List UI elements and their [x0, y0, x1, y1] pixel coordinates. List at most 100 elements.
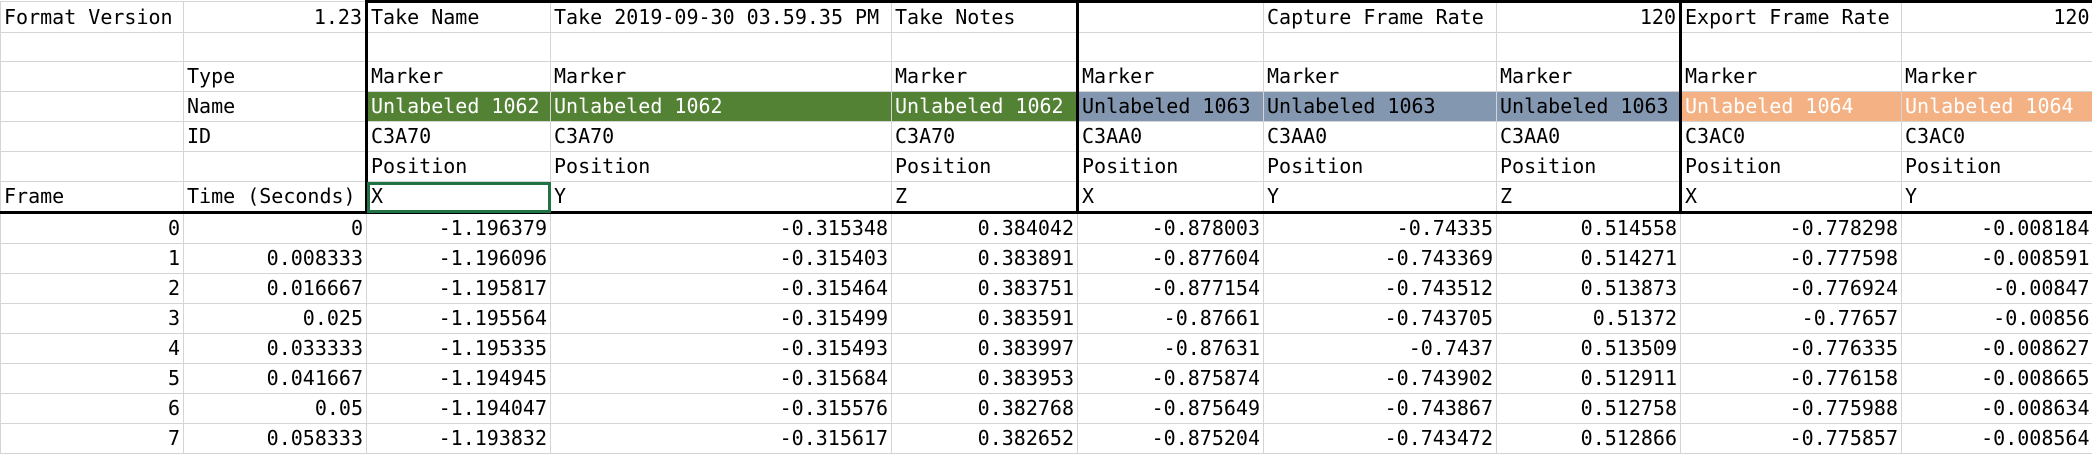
marker-name-cell[interactable]: Unlabeled 1062: [365, 91, 551, 122]
value-cell[interactable]: -0.008184: [1901, 212, 2092, 244]
cell[interactable]: C3AA0: [1076, 121, 1264, 152]
cell[interactable]: Z: [1496, 181, 1681, 214]
value-cell[interactable]: -1.195335: [366, 333, 551, 364]
value-cell[interactable]: -0.87661: [1077, 303, 1264, 334]
value-cell[interactable]: -0.875649: [1077, 393, 1264, 424]
cell[interactable]: C3A70: [365, 121, 551, 152]
value-cell[interactable]: 0.512911: [1496, 363, 1681, 394]
cell[interactable]: Marker: [1496, 61, 1681, 92]
value-cell[interactable]: -0.315464: [550, 273, 892, 304]
cell[interactable]: [1076, 32, 1264, 62]
value-cell[interactable]: -1.194945: [366, 363, 551, 394]
cell[interactable]: Type: [183, 61, 367, 92]
cell[interactable]: Name: [183, 91, 367, 122]
cell[interactable]: Position: [1263, 151, 1497, 182]
cell[interactable]: Export Frame Rate: [1679, 0, 1902, 33]
cell[interactable]: Marker: [365, 61, 551, 92]
value-cell[interactable]: -0.008627: [1901, 333, 2092, 364]
cell[interactable]: C3AA0: [1496, 121, 1681, 152]
value-cell[interactable]: -0.743705: [1263, 303, 1497, 334]
cell[interactable]: Time (Seconds): [183, 181, 367, 214]
value-cell[interactable]: -0.875204: [1077, 423, 1264, 454]
value-cell[interactable]: -0.008591: [1901, 243, 2092, 274]
time-cell[interactable]: 0.016667: [183, 273, 367, 304]
cell[interactable]: [0, 91, 184, 122]
value-cell[interactable]: -0.00856: [1901, 303, 2092, 334]
value-cell[interactable]: -0.743867: [1263, 393, 1497, 424]
marker-name-cell[interactable]: Unlabeled 1064: [1901, 91, 2092, 122]
cell[interactable]: ID: [183, 121, 367, 152]
cell[interactable]: [550, 32, 892, 62]
value-cell[interactable]: -0.743369: [1263, 243, 1497, 274]
value-cell[interactable]: -0.008665: [1901, 363, 2092, 394]
cell[interactable]: C3A70: [550, 121, 892, 152]
cell[interactable]: Position: [365, 151, 551, 182]
value-cell[interactable]: -1.194047: [366, 393, 551, 424]
value-cell[interactable]: -1.195564: [366, 303, 551, 334]
marker-name-cell[interactable]: Unlabeled 1064: [1679, 91, 1902, 122]
value-cell[interactable]: -0.743472: [1263, 423, 1497, 454]
cell[interactable]: Y: [1901, 181, 2092, 214]
cell[interactable]: [0, 121, 184, 152]
cell[interactable]: Marker: [550, 61, 892, 92]
value-cell[interactable]: -0.775988: [1680, 393, 1902, 424]
cell[interactable]: [365, 32, 551, 62]
cell[interactable]: Marker: [1901, 61, 2092, 92]
value-cell[interactable]: -0.775857: [1680, 423, 1902, 454]
value-cell[interactable]: 0.383997: [891, 333, 1078, 364]
marker-name-cell[interactable]: Unlabeled 1062: [550, 91, 892, 122]
value-cell[interactable]: -0.743512: [1263, 273, 1497, 304]
value-cell[interactable]: 0.512866: [1496, 423, 1681, 454]
cell[interactable]: 120: [1901, 0, 2092, 33]
cell[interactable]: Marker: [1679, 61, 1902, 92]
cell[interactable]: Y: [1263, 181, 1497, 214]
marker-name-cell[interactable]: Unlabeled 1063: [1263, 91, 1497, 122]
frame-cell[interactable]: 7: [0, 423, 184, 454]
value-cell[interactable]: -0.877154: [1077, 273, 1264, 304]
cell[interactable]: C3AC0: [1901, 121, 2092, 152]
value-cell[interactable]: -0.878003: [1077, 212, 1264, 244]
value-cell[interactable]: 0.383891: [891, 243, 1078, 274]
cell[interactable]: Format Version: [0, 1, 184, 33]
cell[interactable]: Capture Frame Rate: [1263, 0, 1497, 33]
value-cell[interactable]: -0.776158: [1680, 363, 1902, 394]
selected-cell[interactable]: X: [365, 181, 551, 214]
cell[interactable]: Frame: [0, 181, 184, 214]
frame-cell[interactable]: 6: [0, 393, 184, 424]
cell[interactable]: Position: [891, 151, 1078, 182]
cell[interactable]: Z: [891, 181, 1078, 214]
value-cell[interactable]: -0.743902: [1263, 363, 1497, 394]
value-cell[interactable]: -0.315403: [550, 243, 892, 274]
cell[interactable]: 1.23: [183, 1, 367, 33]
cell[interactable]: Position: [1496, 151, 1681, 182]
cell[interactable]: [1901, 32, 2092, 62]
value-cell[interactable]: 0.383591: [891, 303, 1078, 334]
value-cell[interactable]: 0.51372: [1496, 303, 1681, 334]
frame-cell[interactable]: 2: [0, 273, 184, 304]
time-cell[interactable]: 0.008333: [183, 243, 367, 274]
marker-name-cell[interactable]: Unlabeled 1063: [1496, 91, 1681, 122]
value-cell[interactable]: 0.514558: [1496, 212, 1681, 244]
cell[interactable]: [0, 32, 184, 62]
frame-cell[interactable]: 5: [0, 363, 184, 394]
value-cell[interactable]: -0.315617: [550, 423, 892, 454]
value-cell[interactable]: -1.195817: [366, 273, 551, 304]
cell[interactable]: Marker: [1076, 61, 1264, 92]
value-cell[interactable]: -0.315348: [550, 212, 892, 244]
frame-cell[interactable]: 1: [0, 243, 184, 274]
cell[interactable]: Marker: [1263, 61, 1497, 92]
cell[interactable]: Marker: [891, 61, 1078, 92]
value-cell[interactable]: -1.196096: [366, 243, 551, 274]
value-cell[interactable]: -0.875874: [1077, 363, 1264, 394]
cell[interactable]: [1263, 32, 1497, 62]
value-cell[interactable]: -0.315499: [550, 303, 892, 334]
value-cell[interactable]: 0.382768: [891, 393, 1078, 424]
cell[interactable]: [183, 32, 367, 62]
value-cell[interactable]: -0.00847: [1901, 273, 2092, 304]
value-cell[interactable]: -0.7437: [1263, 333, 1497, 364]
cell[interactable]: C3AA0: [1263, 121, 1497, 152]
cell[interactable]: Position: [1901, 151, 2092, 182]
cell[interactable]: Y: [550, 181, 892, 214]
cell[interactable]: Position: [1076, 151, 1264, 182]
cell[interactable]: Position: [550, 151, 892, 182]
